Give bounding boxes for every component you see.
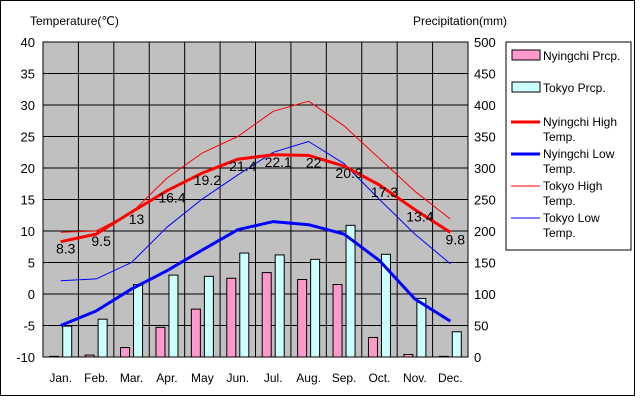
data-label: 21.4 [229,158,256,174]
tick-label-precipitation: 500 [474,35,496,50]
data-label: 22.1 [265,154,292,170]
tick-label-temperature: -10 [16,350,35,365]
data-label: 9.5 [91,233,111,249]
month-label: Aug. [296,371,321,385]
bar-tokyo-prcp [451,331,462,358]
bar-nyingchi-prcp [261,272,272,358]
legend-label-line: Tokyo High [543,179,602,193]
legend-label: Nyingchi Low Temp. [543,147,615,176]
legend-label-line: Temp. [543,194,576,208]
month-label: Apr. [156,371,177,385]
bar-nyingchi-prcp [120,347,131,358]
month-label: May [191,371,214,385]
tick-label-precipitation: 150 [474,256,496,271]
temperature-lines [60,100,452,327]
tick-label-precipitation: 250 [474,193,496,208]
plot-border [42,41,469,358]
data-label: 13 [129,211,145,227]
bar-nyingchi-prcp [226,277,237,358]
bar-nyingchi-prcp [332,284,343,358]
data-label: 17.3 [371,184,398,200]
month-label: Mar. [120,371,143,385]
month-label: Jul. [264,371,283,385]
bar-nyingchi-prcp [297,279,308,358]
data-label: 9.8 [446,231,466,247]
tick-label-temperature: 0 [28,287,35,302]
legend-label: Tokyo Prcp. [543,81,606,95]
data-label: 19.2 [194,172,221,188]
month-label: Jan. [49,371,72,385]
legend-label-line: Temp. [543,226,576,240]
data-labels: 8.3 9.5 13 16.4 19.2 21.4 22.1 22 20.3 17.3 13.4 9.… [56,154,465,257]
tick-label-precipitation: 0 [474,350,481,365]
month-label: Jun. [226,371,249,385]
tick-label-precipitation: 300 [474,161,496,176]
data-label: 13.4 [406,209,433,225]
month-label: Dec. [438,371,463,385]
left-axis-label: Temperature(℃) [30,14,119,28]
line-tokyo-low-temp [60,141,451,282]
bar-tokyo-prcp [133,284,144,358]
bar-tokyo-prcp [310,258,321,358]
tick-label-precipitation: 450 [474,67,496,82]
legend-label: Tokyo Low Temp. [543,211,600,240]
tick-label-precipitation: 350 [474,130,496,145]
legend-label-line: Tokyo Low [543,211,600,225]
legend-label-line: Temp. [543,162,576,176]
tick-label-temperature: 30 [21,98,35,113]
tick-label-temperature: 10 [21,224,35,239]
tick-label-precipitation: 400 [474,98,496,113]
tick-label-precipitation: 100 [474,287,496,302]
bar-tokyo-prcp [416,297,427,358]
legend-box [505,41,632,251]
bar-nyingchi-prcp [190,308,201,358]
month-label: Nov. [403,371,427,385]
bar-tokyo-prcp [274,254,285,358]
legend-swatch-tokyo-prcp [511,81,541,93]
temperature-ticks: 40 35 30 25 20 15 10 5 0 -5 -10 [16,35,35,365]
bar-nyingchi-prcp [367,336,378,358]
data-label: 16.4 [158,190,185,206]
tick-label-temperature: 40 [21,35,35,50]
bar-nyingchi-prcp [155,326,166,358]
tick-label-temperature: 35 [21,67,35,82]
month-label: Feb. [84,371,108,385]
right-axis-label: Precipitation(mm) [413,14,507,28]
tick-label-temperature: 20 [21,161,35,176]
legend: Nyingchi Prcp.Tokyo Prcp.Nyingchi High Te… [505,41,632,251]
legend-label: Nyingchi Prcp. [543,49,620,63]
legend-label-line: Nyingchi High [543,115,617,129]
bar-tokyo-prcp [97,318,108,358]
legend-label: Nyingchi High Temp. [543,115,617,144]
legend-label: Tokyo High Temp. [543,179,602,208]
tick-label-temperature: -5 [23,319,35,334]
month-labels: Jan. Feb. Mar. Apr. May Jun. Jul. Aug. Sep. Oct. N… [49,371,462,385]
data-label: 22 [306,154,322,170]
bar-tokyo-prcp [62,325,73,358]
line-nyingchi-low-temp [60,220,452,327]
legend-label-line: Nyingchi Low [543,147,615,161]
bar-tokyo-prcp [239,252,250,358]
gridlines [43,42,468,357]
legend-label-line: Temp. [543,130,576,144]
line-nyingchi-high-temp [60,153,452,244]
month-label: Sep. [332,371,357,385]
legend-swatch-nyingchi-prcp [511,49,541,61]
tick-label-temperature: 25 [21,130,35,145]
data-label: 8.3 [56,241,76,257]
tick-label-temperature: 5 [28,256,35,271]
tick-label-temperature: 15 [21,193,35,208]
data-label: 20.3 [335,165,362,181]
bar-tokyo-prcp [345,224,356,358]
tick-label-precipitation: 200 [474,224,496,239]
month-label: Oct. [368,371,390,385]
tick-label-precipitation: 50 [474,319,488,334]
bar-tokyo-prcp [168,274,179,358]
bar-tokyo-prcp [203,275,214,358]
